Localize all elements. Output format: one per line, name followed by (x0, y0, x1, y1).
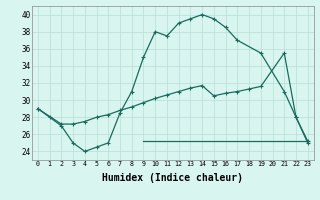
X-axis label: Humidex (Indice chaleur): Humidex (Indice chaleur) (102, 173, 243, 183)
